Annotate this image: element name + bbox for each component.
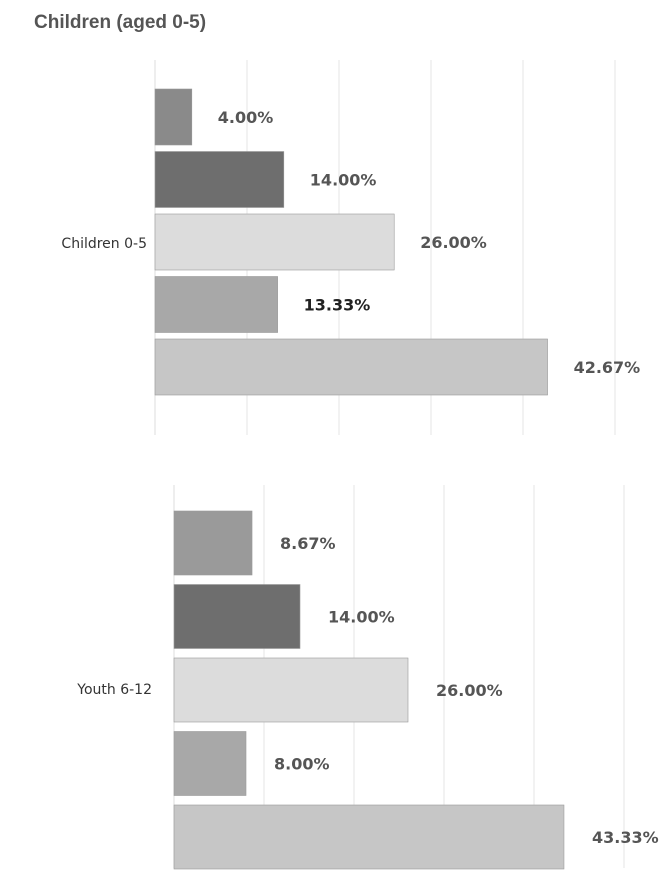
bar — [173, 657, 409, 723]
data-label: 14.00% — [310, 171, 377, 190]
bar — [154, 88, 193, 146]
category-label: Youth 6-12 — [76, 682, 152, 698]
data-label: 13.33% — [304, 296, 371, 315]
page-title: Children (aged 0-5) — [34, 12, 207, 33]
bar — [173, 510, 253, 576]
bar — [154, 338, 548, 396]
data-label: 8.67% — [280, 534, 336, 553]
bar — [173, 804, 565, 870]
data-label: 8.00% — [274, 755, 330, 774]
data-label: 14.00% — [328, 608, 395, 627]
bar — [154, 276, 278, 333]
bar — [154, 213, 395, 271]
data-label: 4.00% — [218, 108, 274, 127]
data-label: 42.67% — [574, 358, 641, 377]
bar — [154, 151, 285, 208]
data-label: 26.00% — [420, 233, 487, 252]
category-label: Children 0-5 — [61, 236, 147, 252]
data-label: 26.00% — [436, 681, 503, 700]
bar — [173, 731, 247, 796]
data-label: 43.33% — [592, 828, 659, 847]
bar — [173, 584, 301, 649]
